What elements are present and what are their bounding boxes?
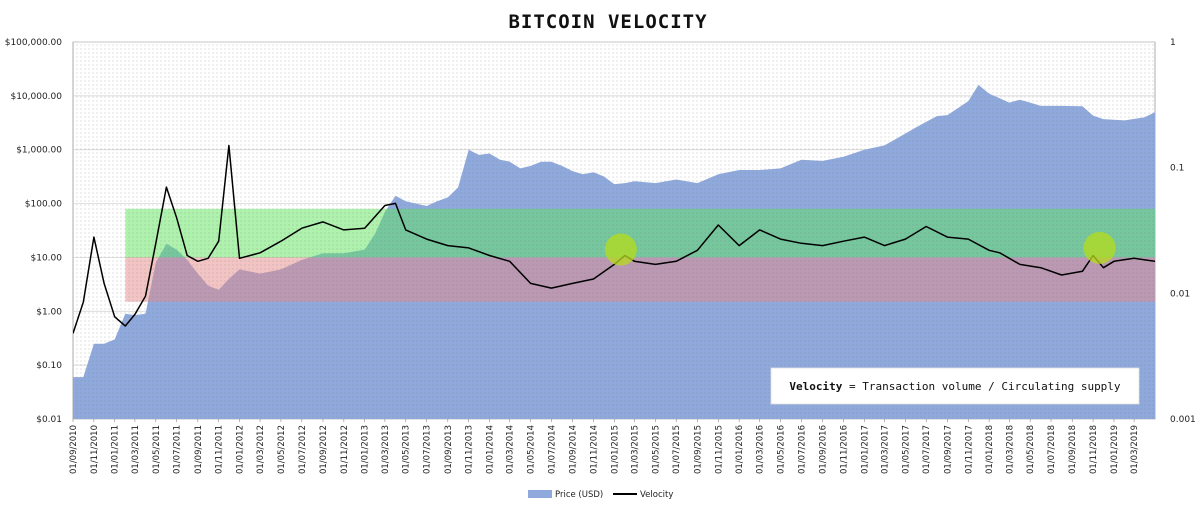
x-tick-label: 01/07/2017 <box>922 425 932 474</box>
x-tick-label: 01/07/2012 <box>298 425 308 474</box>
x-tick-label: 01/01/2014 <box>486 425 496 474</box>
x-tick-label: 01/07/2011 <box>173 425 183 474</box>
x-tick-label: 01/03/2014 <box>506 425 516 474</box>
right-tick-label: 1 <box>1170 38 1176 48</box>
x-axis-ticks: 01/09/2010 01/11/2010 01/01/2011 01/03/2011… <box>69 419 1140 474</box>
x-tick-label: 01/01/2016 <box>735 425 745 474</box>
x-tick-label: 01/05/2013 <box>402 425 412 474</box>
x-tick-label: 01/01/2012 <box>236 425 246 474</box>
annotation-text: Velocity = Transaction volume / Circulat… <box>789 380 1121 393</box>
legend-swatch-price <box>528 490 552 498</box>
x-tick-label: 01/07/2018 <box>1047 425 1057 474</box>
x-tick-label: 01/09/2018 <box>1068 425 1078 474</box>
x-tick-label: 01/01/2015 <box>610 425 620 474</box>
right-tick-label: 0.01 <box>1170 289 1190 299</box>
highlight-circle <box>604 233 637 266</box>
highlight-circle <box>1083 231 1116 264</box>
x-tick-label: 01/05/2012 <box>277 425 287 474</box>
x-tick-label: 01/07/2013 <box>423 425 433 474</box>
x-tick-label: 01/09/2013 <box>444 425 454 474</box>
x-tick-label: 01/01/2018 <box>985 425 995 474</box>
x-tick-label: 01/11/2011 <box>215 425 225 474</box>
x-tick-label: 01/05/2017 <box>901 425 911 474</box>
x-tick-label: 01/09/2017 <box>943 425 953 474</box>
x-tick-label: 01/09/2015 <box>693 425 703 474</box>
x-tick-label: 01/09/2014 <box>569 425 579 474</box>
left-tick-label: $0.01 <box>36 415 62 425</box>
x-tick-label: 01/11/2010 <box>90 425 100 474</box>
x-tick-label: 01/11/2017 <box>964 425 974 474</box>
x-tick-label: 01/03/2011 <box>131 425 141 474</box>
right-tick-label: 0.1 <box>1170 164 1184 174</box>
x-tick-label: 01/05/2011 <box>152 425 162 474</box>
left-tick-label: $1,000.00 <box>16 146 62 156</box>
x-tick-label: 01/05/2015 <box>651 425 661 474</box>
x-tick-label: 01/11/2018 <box>1089 425 1099 474</box>
annotation-bold: Velocity <box>789 380 842 393</box>
plot-area <box>72 41 1156 420</box>
left-tick-label: $100,000.00 <box>5 38 63 48</box>
legend: Price (USD) Velocity <box>528 490 673 500</box>
x-tick-label: 01/01/2013 <box>361 425 371 474</box>
x-tick-label: 01/03/2012 <box>256 425 266 474</box>
annotation-box <box>770 367 1140 405</box>
x-tick-label: 01/05/2018 <box>1026 425 1036 474</box>
highlight-layer <box>604 231 1116 266</box>
velocity-line-layer <box>73 144 1155 334</box>
x-tick-label: 01/09/2012 <box>319 425 329 474</box>
x-tick-label: 01/05/2014 <box>527 425 537 474</box>
x-tick-label: 01/03/2018 <box>1005 425 1015 474</box>
legend-label-price: Price (USD) <box>555 490 603 500</box>
x-tick-label: 01/03/2019 <box>1130 425 1140 474</box>
x-tick-label: 01/11/2012 <box>340 425 350 474</box>
right-tick-label: 0.001 <box>1170 415 1196 425</box>
left-axis-ticks: $0.01 $0.10 $1.00 $10.00 $100.00 $1,000.00 $10… <box>5 38 63 425</box>
dot-texture <box>73 42 1155 419</box>
left-tick-label: $1.00 <box>36 307 62 317</box>
x-tick-label: 01/11/2015 <box>714 425 724 474</box>
x-tick-label: 01/01/2019 <box>1110 425 1120 474</box>
left-tick-label: $0.10 <box>36 361 62 371</box>
x-tick-label: 01/03/2013 <box>381 425 391 474</box>
x-tick-label: 01/01/2017 <box>860 425 870 474</box>
annotation-rest: = Transaction volume / Circulating suppl… <box>842 380 1121 393</box>
x-tick-label: 01/09/2011 <box>194 425 204 474</box>
x-tick-label: 01/05/2016 <box>777 425 787 474</box>
right-axis-ticks: 0.001 0.01 0.1 1 <box>1170 38 1196 425</box>
x-tick-label: 01/03/2017 <box>881 425 891 474</box>
x-tick-label: 01/11/2013 <box>465 425 475 474</box>
x-tick-label: 01/11/2014 <box>589 425 599 474</box>
left-tick-label: $10,000.00 <box>10 92 62 102</box>
left-tick-label: $100.00 <box>25 200 62 210</box>
legend-label-velocity: Velocity <box>640 490 673 500</box>
x-tick-label: 01/11/2016 <box>839 425 849 474</box>
chart-title: BITCOIN VELOCITY <box>508 11 707 33</box>
x-tick-label: 01/09/2016 <box>819 425 829 474</box>
x-tick-label: 01/09/2010 <box>69 425 79 474</box>
x-tick-label: 01/07/2016 <box>797 425 807 474</box>
x-tick-label: 01/01/2011 <box>111 425 121 474</box>
x-tick-label: 01/07/2015 <box>672 425 682 474</box>
x-tick-label: 01/03/2015 <box>631 425 641 474</box>
x-tick-label: 01/03/2016 <box>756 425 766 474</box>
x-tick-label: 01/07/2014 <box>547 425 557 474</box>
left-tick-label: $10.00 <box>31 253 63 263</box>
velocity-line <box>73 144 1155 334</box>
formula-annotation: Velocity = Transaction volume / Circulat… <box>770 367 1140 405</box>
